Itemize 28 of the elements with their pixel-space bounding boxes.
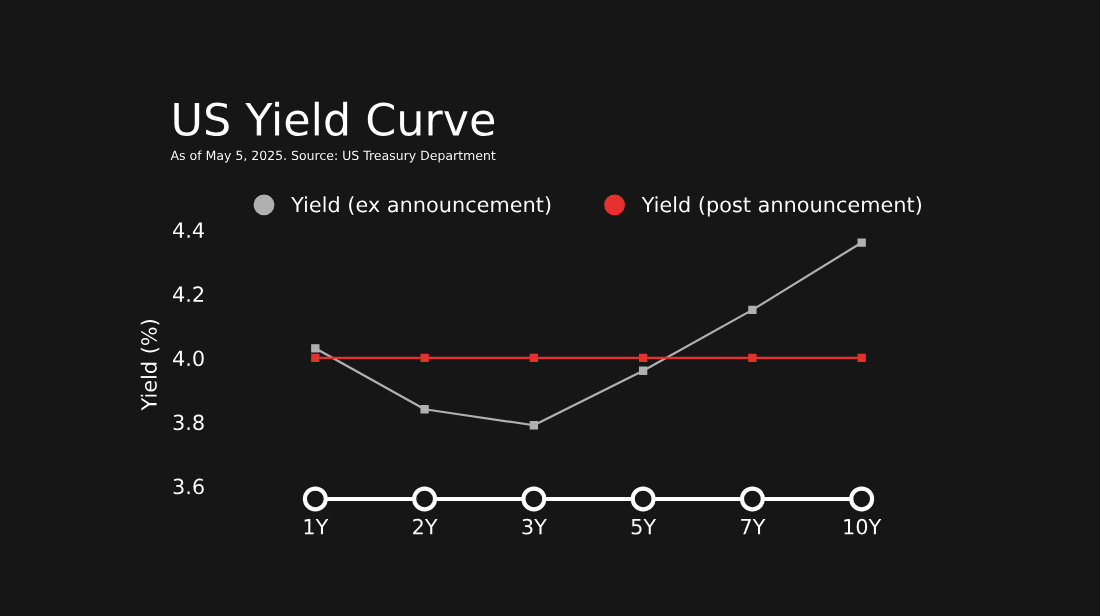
- x-tick-label: 7Y: [741, 519, 766, 535]
- y-axis-title: Yield (%): [140, 320, 160, 411]
- point: [529, 353, 539, 363]
- legend-label: Yield (ex announcement): [291, 196, 551, 215]
- legend-label: Yield (post announcement): [641, 196, 922, 217]
- point: [748, 353, 757, 363]
- point: [420, 353, 429, 363]
- point: [638, 353, 648, 363]
- x-tick-label: 1Y: [304, 519, 329, 535]
- point: [420, 405, 429, 414]
- point: [311, 353, 320, 363]
- point: [311, 344, 320, 353]
- chart-title: US Yield Curve: [174, 101, 495, 137]
- y-tick-label: 4.4: [173, 222, 204, 238]
- point: [529, 421, 539, 430]
- y-tick-label: 3.6: [173, 478, 204, 495]
- point: [748, 305, 757, 315]
- x-tick-label: 2Y: [413, 518, 438, 535]
- y-tick-label: 3.8: [173, 414, 204, 431]
- point: [857, 238, 866, 247]
- x-tick-label: 5Y: [631, 519, 657, 535]
- chart-subtitle: As of May 5, 2025. Source: US Treasury Department: [170, 150, 496, 163]
- x-tick-label: 3Y: [522, 518, 547, 535]
- point: [638, 366, 648, 375]
- point: [857, 353, 866, 363]
- y-tick-label: 4.0: [173, 350, 204, 367]
- x-tick-label: 10Y: [844, 518, 882, 535]
- y-tick-label: 4.2: [173, 286, 204, 302]
